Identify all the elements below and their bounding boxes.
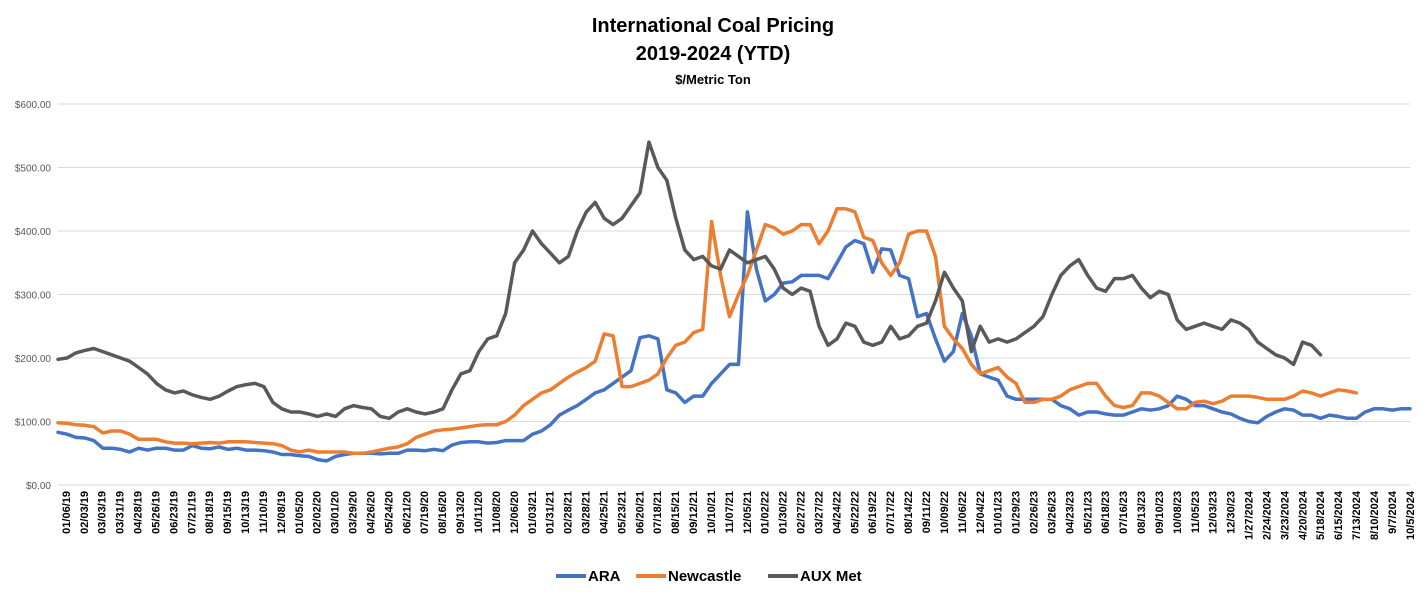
series-line-ara	[56, 210, 1412, 463]
legend-label-newcastle: Newcastle	[668, 568, 741, 585]
x-tick-label: 04/25/21	[598, 491, 610, 534]
x-tick-label: 03/28/21	[581, 491, 593, 534]
x-tick-label: 04/28/19	[133, 491, 145, 534]
series-lines	[56, 140, 1412, 463]
x-tick-label: 08/14/22	[903, 491, 915, 534]
legend-label-ara: ARA	[588, 568, 621, 585]
x-tick-label: 04/24/22	[831, 491, 843, 534]
x-tick-label: 11/07/21	[724, 491, 736, 533]
y-tick-label: $500.00	[15, 164, 52, 175]
legend-label-aux-met: AUX Met	[800, 568, 862, 585]
chart-subtitle: 2019-2024 (YTD)	[636, 43, 791, 65]
x-tick-label: 07/18/21	[652, 491, 664, 534]
x-tick-label: 08/15/21	[670, 491, 682, 534]
x-tick-label: 01/03/21	[527, 491, 539, 534]
x-tick-label: 06/18/23	[1100, 491, 1112, 534]
x-tick-label: 4/20/2024	[1297, 490, 1309, 540]
x-tick-label: 02/26/23	[1029, 491, 1041, 534]
x-tick-label: 01/05/20	[294, 491, 306, 534]
x-tick-label: 7/13/2024	[1351, 490, 1363, 540]
x-tick-label: 2/24/2024	[1261, 490, 1273, 540]
y-tick-label: $300.00	[15, 291, 52, 302]
x-tick-label: 5/18/2024	[1315, 490, 1327, 540]
y-tick-label: $0.00	[26, 481, 51, 492]
x-tick-label: 01/31/21	[545, 491, 557, 534]
legend: ARA Newcastle AUX Met	[556, 568, 862, 585]
y-tick-label: $100.00	[15, 418, 52, 429]
x-tick-label: 09/10/23	[1154, 491, 1166, 534]
x-tick-label: 06/21/20	[401, 491, 413, 534]
x-tick-label: 08/13/23	[1136, 491, 1148, 534]
x-tick-label: 10/09/22	[939, 491, 951, 534]
x-tick-label: 1/27/2024	[1244, 490, 1256, 540]
x-tick-label: 01/29/23	[1011, 491, 1023, 534]
x-tick-label: 07/17/22	[885, 491, 897, 534]
x-tick-label: 01/01/23	[993, 491, 1005, 534]
x-tick-label: 11/08/20	[491, 491, 503, 533]
x-tick-label: 9/7/2024	[1387, 490, 1399, 534]
x-tick-label: 08/18/19	[204, 491, 216, 534]
x-tick-label: 03/29/20	[348, 491, 360, 534]
x-tick-label: 06/20/21	[634, 491, 646, 534]
x-tick-label: 05/26/19	[150, 491, 162, 534]
x-tick-label: 03/03/19	[97, 491, 109, 534]
x-tick-label: 08/16/20	[437, 491, 449, 534]
y-tick-label: $200.00	[15, 354, 52, 365]
x-tick-label: 11/10/19	[258, 491, 270, 533]
unit-label: $/Metric Ton	[675, 72, 751, 87]
x-tick-label: 04/26/20	[365, 491, 377, 534]
x-tick-label: 07/21/19	[186, 491, 198, 534]
x-axis-ticks: 01/06/19 02/03/19 03/03/19 03/31/19 04/28/19…	[61, 490, 1417, 540]
x-tick-label: 8/10/2024	[1369, 490, 1381, 540]
y-tick-label: $600.00	[15, 100, 52, 111]
x-tick-label: 09/13/20	[455, 491, 467, 534]
x-tick-label: 09/12/21	[688, 491, 700, 534]
x-tick-label: 02/27/22	[796, 491, 808, 534]
x-tick-label: 05/22/22	[849, 491, 861, 534]
x-tick-label: 02/28/21	[563, 491, 575, 534]
x-tick-label: 10/10/21	[706, 491, 718, 534]
x-tick-label: 07/19/20	[419, 491, 431, 534]
series-line-aux-met	[56, 140, 1323, 421]
x-tick-label: 04/23/23	[1064, 491, 1076, 534]
x-tick-label: 01/02/22	[760, 491, 772, 534]
x-tick-label: 03/27/22	[813, 491, 825, 534]
x-tick-label: 12/04/22	[975, 491, 987, 534]
x-tick-label: 11/06/22	[957, 491, 969, 533]
x-tick-label: 6/15/2024	[1333, 490, 1345, 540]
x-tick-label: 12/08/19	[276, 491, 288, 534]
x-tick-label: 3/23/2024	[1279, 490, 1291, 540]
x-tick-label: 01/06/19	[61, 491, 73, 534]
x-tick-label: 05/23/21	[616, 491, 628, 534]
x-tick-label: 12/03/23	[1208, 491, 1220, 534]
x-tick-label: 11/05/23	[1190, 491, 1202, 533]
x-tick-label: 06/23/19	[168, 491, 180, 534]
x-tick-label: 06/19/22	[867, 491, 879, 534]
x-tick-label: 03/26/23	[1046, 491, 1058, 534]
gridlines	[58, 103, 1410, 486]
y-axis-ticks: $0.00 $100.00 $200.00 $300.00 $400.00 $500.00…	[15, 100, 52, 492]
x-tick-label: 02/02/20	[312, 491, 324, 534]
x-tick-label: 01/30/22	[778, 491, 790, 534]
x-tick-label: 05/24/20	[383, 491, 395, 534]
x-tick-label: 03/01/20	[330, 491, 342, 534]
y-tick-label: $400.00	[15, 227, 52, 238]
x-tick-label: 05/21/23	[1082, 491, 1094, 534]
chart-title: International Coal Pricing	[592, 15, 834, 37]
x-tick-label: 10/13/19	[240, 491, 252, 534]
x-tick-label: 12/06/20	[509, 491, 521, 534]
x-tick-label: 10/11/20	[473, 491, 485, 533]
x-tick-label: 10/5/2024	[1405, 490, 1417, 540]
x-tick-label: 02/03/19	[79, 491, 91, 534]
series-line-newcastle	[56, 207, 1359, 456]
x-tick-label: 07/16/23	[1118, 491, 1130, 534]
x-tick-label: 09/15/19	[222, 491, 234, 534]
x-tick-label: 12/05/21	[742, 491, 754, 534]
x-tick-label: 10/08/23	[1172, 491, 1184, 534]
x-tick-label: 03/31/19	[115, 491, 127, 534]
x-tick-label: 12/30/23	[1226, 491, 1238, 534]
x-tick-label: 09/11/22	[921, 491, 933, 533]
